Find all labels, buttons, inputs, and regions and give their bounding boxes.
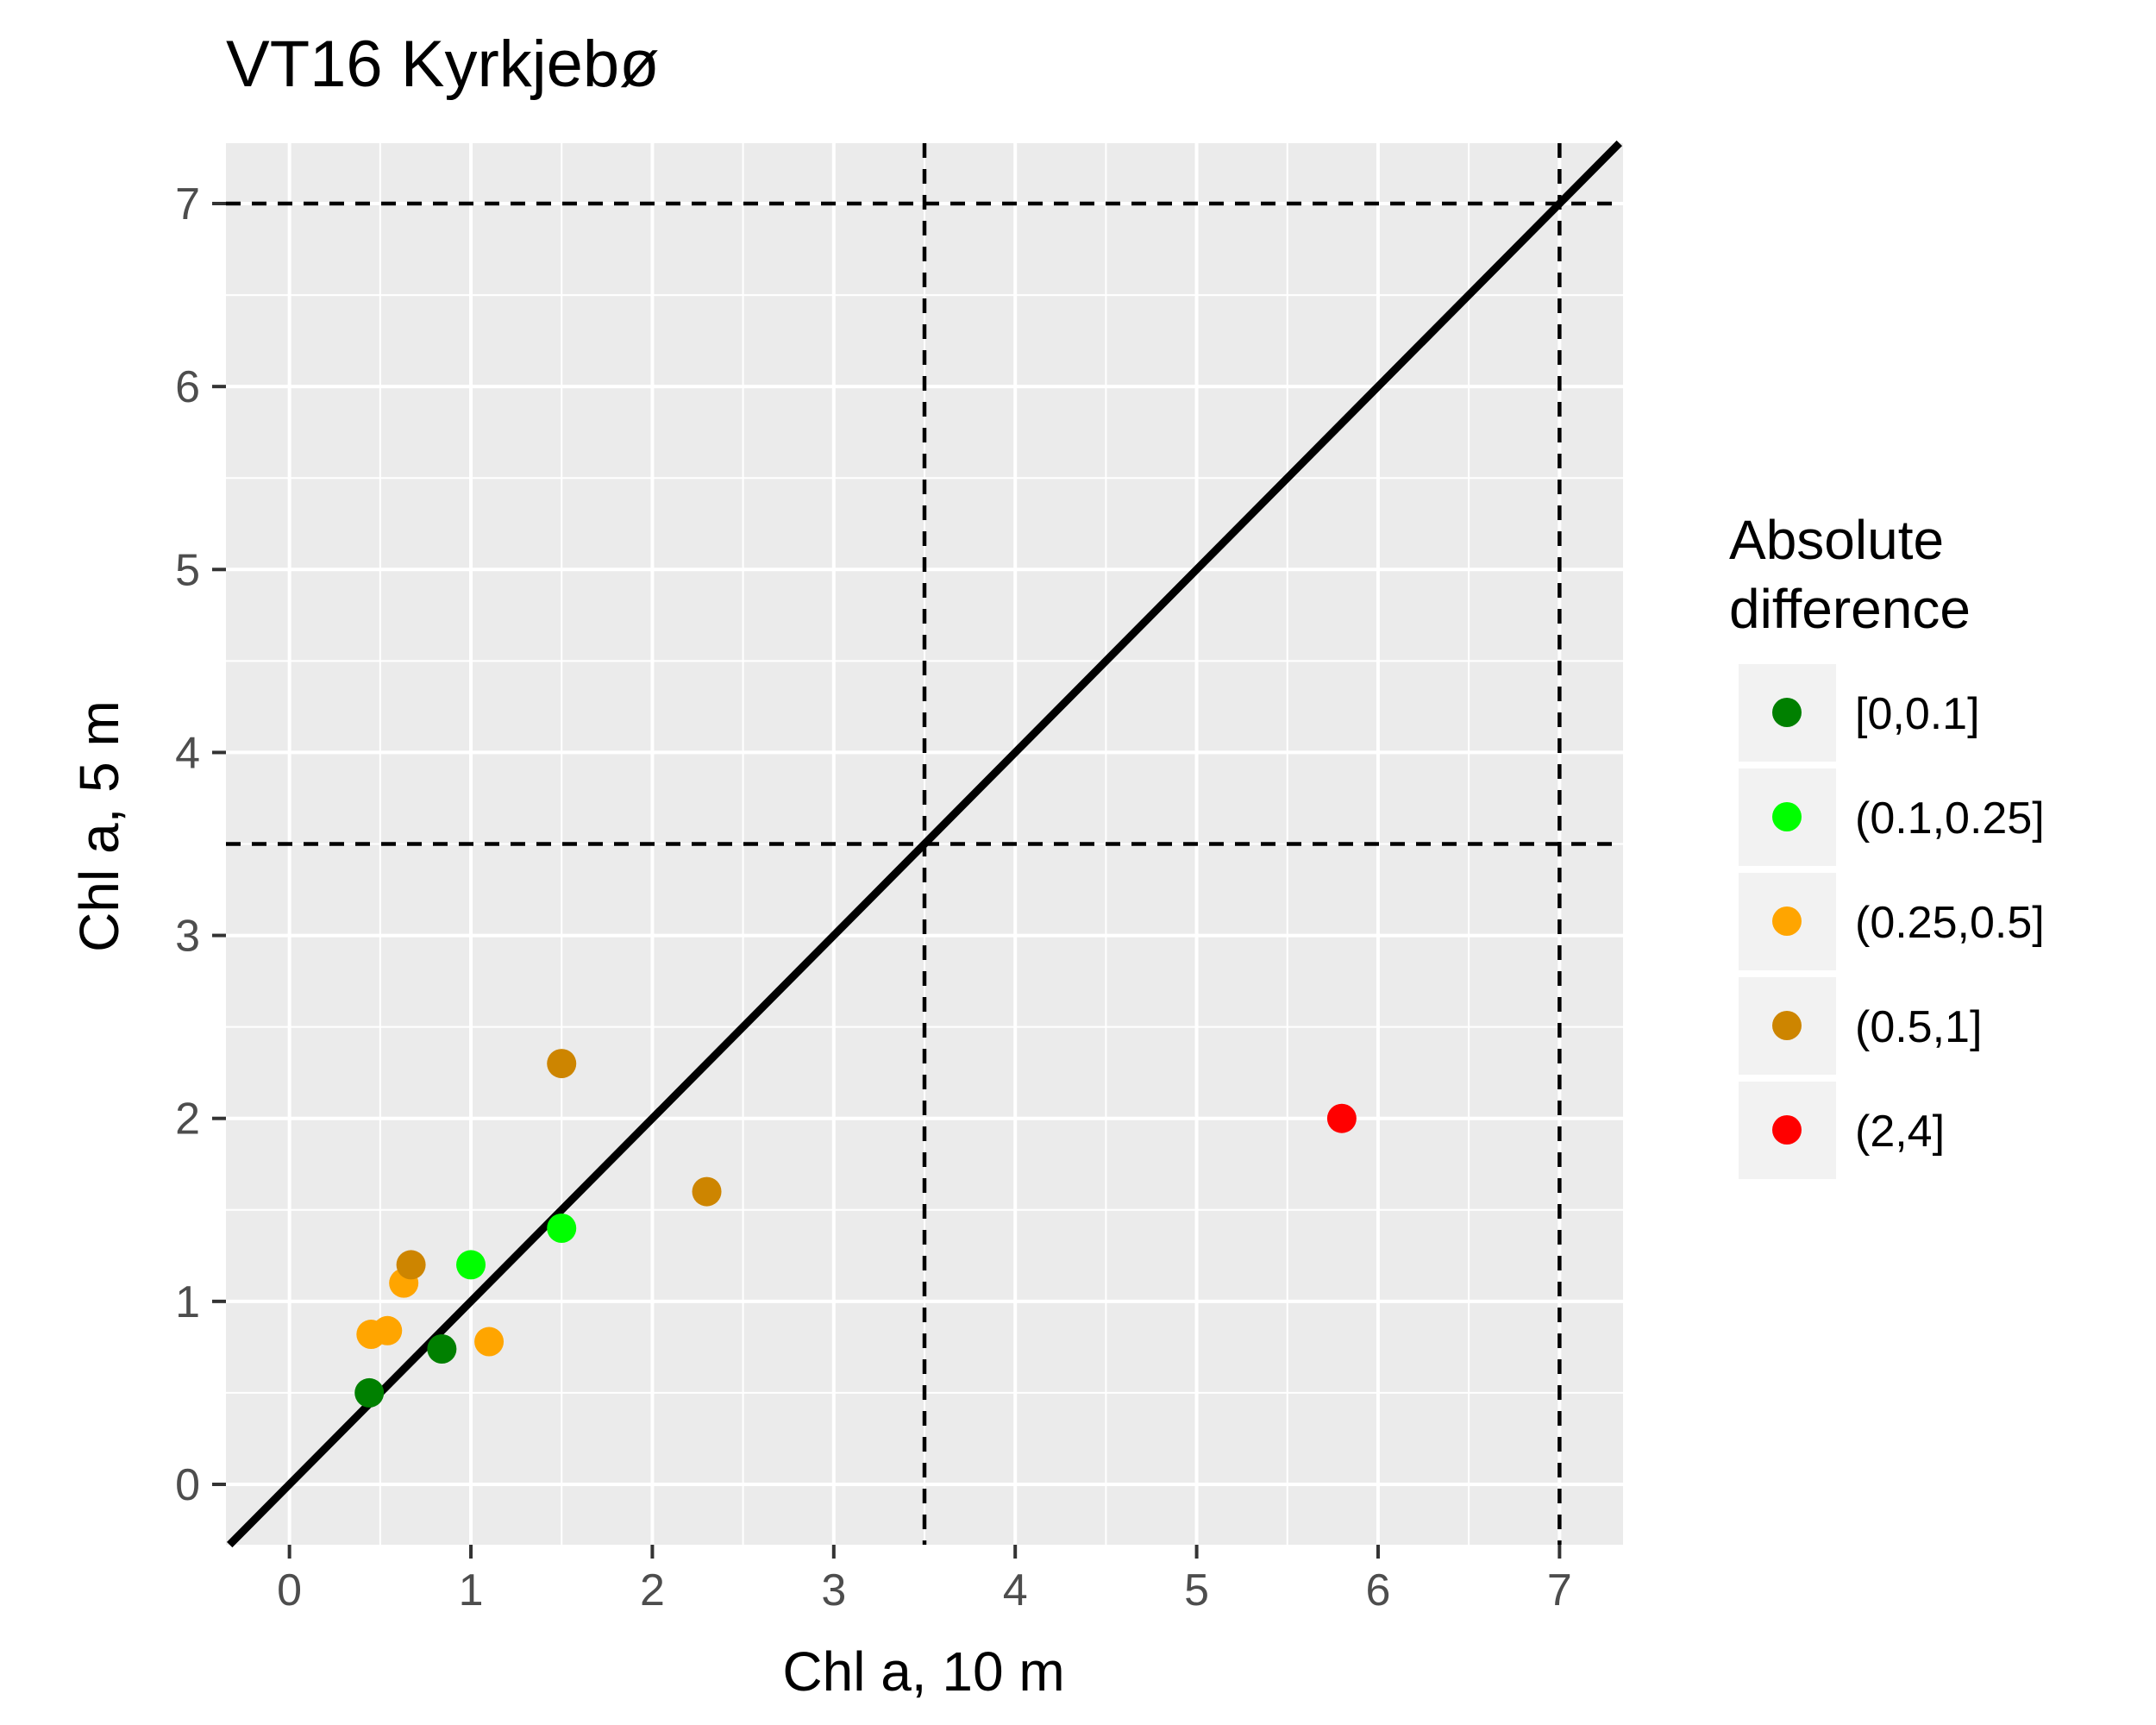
y-tick-label: 3 bbox=[175, 912, 200, 962]
chart-title: VT16 Kyrkjebø bbox=[226, 28, 660, 101]
y-tick-label: 7 bbox=[175, 179, 200, 229]
data-point bbox=[456, 1250, 486, 1280]
x-tick-label: 2 bbox=[640, 1565, 665, 1615]
y-axis: 0 1 2 3 4 5 6 7 bbox=[175, 179, 226, 1510]
data-point bbox=[373, 1315, 403, 1346]
legend-swatch bbox=[1772, 906, 1802, 936]
data-point bbox=[474, 1327, 505, 1357]
legend-swatch bbox=[1772, 1115, 1802, 1145]
reference-lines bbox=[226, 140, 1623, 1548]
legend-title-line1: Absolute bbox=[1729, 509, 1944, 571]
identity-line bbox=[227, 140, 1622, 1548]
data-point bbox=[354, 1377, 385, 1408]
legend-label: [0,0.1] bbox=[1855, 689, 1980, 739]
legend-label: (0.1,0.25] bbox=[1855, 794, 2045, 844]
legend-title-line2: difference bbox=[1729, 578, 1971, 640]
y-tick-label: 0 bbox=[175, 1460, 200, 1510]
y-tick-label: 4 bbox=[175, 728, 200, 778]
legend: Absolute difference [0,0.1] (0.1,0.25] (0.… bbox=[1729, 509, 2045, 1179]
y-tick-label: 6 bbox=[175, 362, 200, 412]
data-point bbox=[396, 1250, 426, 1280]
x-tick-label: 6 bbox=[1366, 1565, 1391, 1615]
legend-label: (2,4] bbox=[1855, 1107, 1945, 1157]
data-point bbox=[427, 1334, 457, 1364]
legend-label: (0.25,0.5] bbox=[1855, 898, 2045, 948]
y-tick-label: 2 bbox=[175, 1095, 200, 1145]
x-tick-label: 0 bbox=[277, 1565, 302, 1615]
data-point bbox=[1326, 1103, 1357, 1133]
x-tick-label: 3 bbox=[821, 1565, 846, 1615]
x-tick-label: 7 bbox=[1547, 1565, 1572, 1615]
x-tick-label: 5 bbox=[1184, 1565, 1209, 1615]
legend-label: (0.5,1] bbox=[1855, 1002, 1982, 1052]
x-tick-label: 4 bbox=[1003, 1565, 1028, 1615]
x-axis: 0 1 2 3 4 5 6 7 bbox=[277, 1545, 1572, 1615]
legend-swatch bbox=[1772, 698, 1802, 727]
y-tick-label: 1 bbox=[175, 1277, 200, 1327]
data-point bbox=[547, 1049, 577, 1079]
legend-swatch bbox=[1772, 1011, 1802, 1040]
x-axis-title: Chl a, 10 m bbox=[782, 1640, 1064, 1703]
legend-swatch bbox=[1772, 802, 1802, 831]
data-points bbox=[354, 1049, 1357, 1408]
data-point bbox=[547, 1213, 577, 1243]
y-tick-label: 5 bbox=[175, 545, 200, 595]
x-tick-label: 1 bbox=[459, 1565, 484, 1615]
data-point bbox=[692, 1176, 722, 1207]
legend-entries: [0,0.1] (0.1,0.25] (0.25,0.5] (0.5,1] (2,4] bbox=[1739, 664, 2045, 1179]
y-axis-title: Chl a, 5 m bbox=[68, 700, 130, 952]
